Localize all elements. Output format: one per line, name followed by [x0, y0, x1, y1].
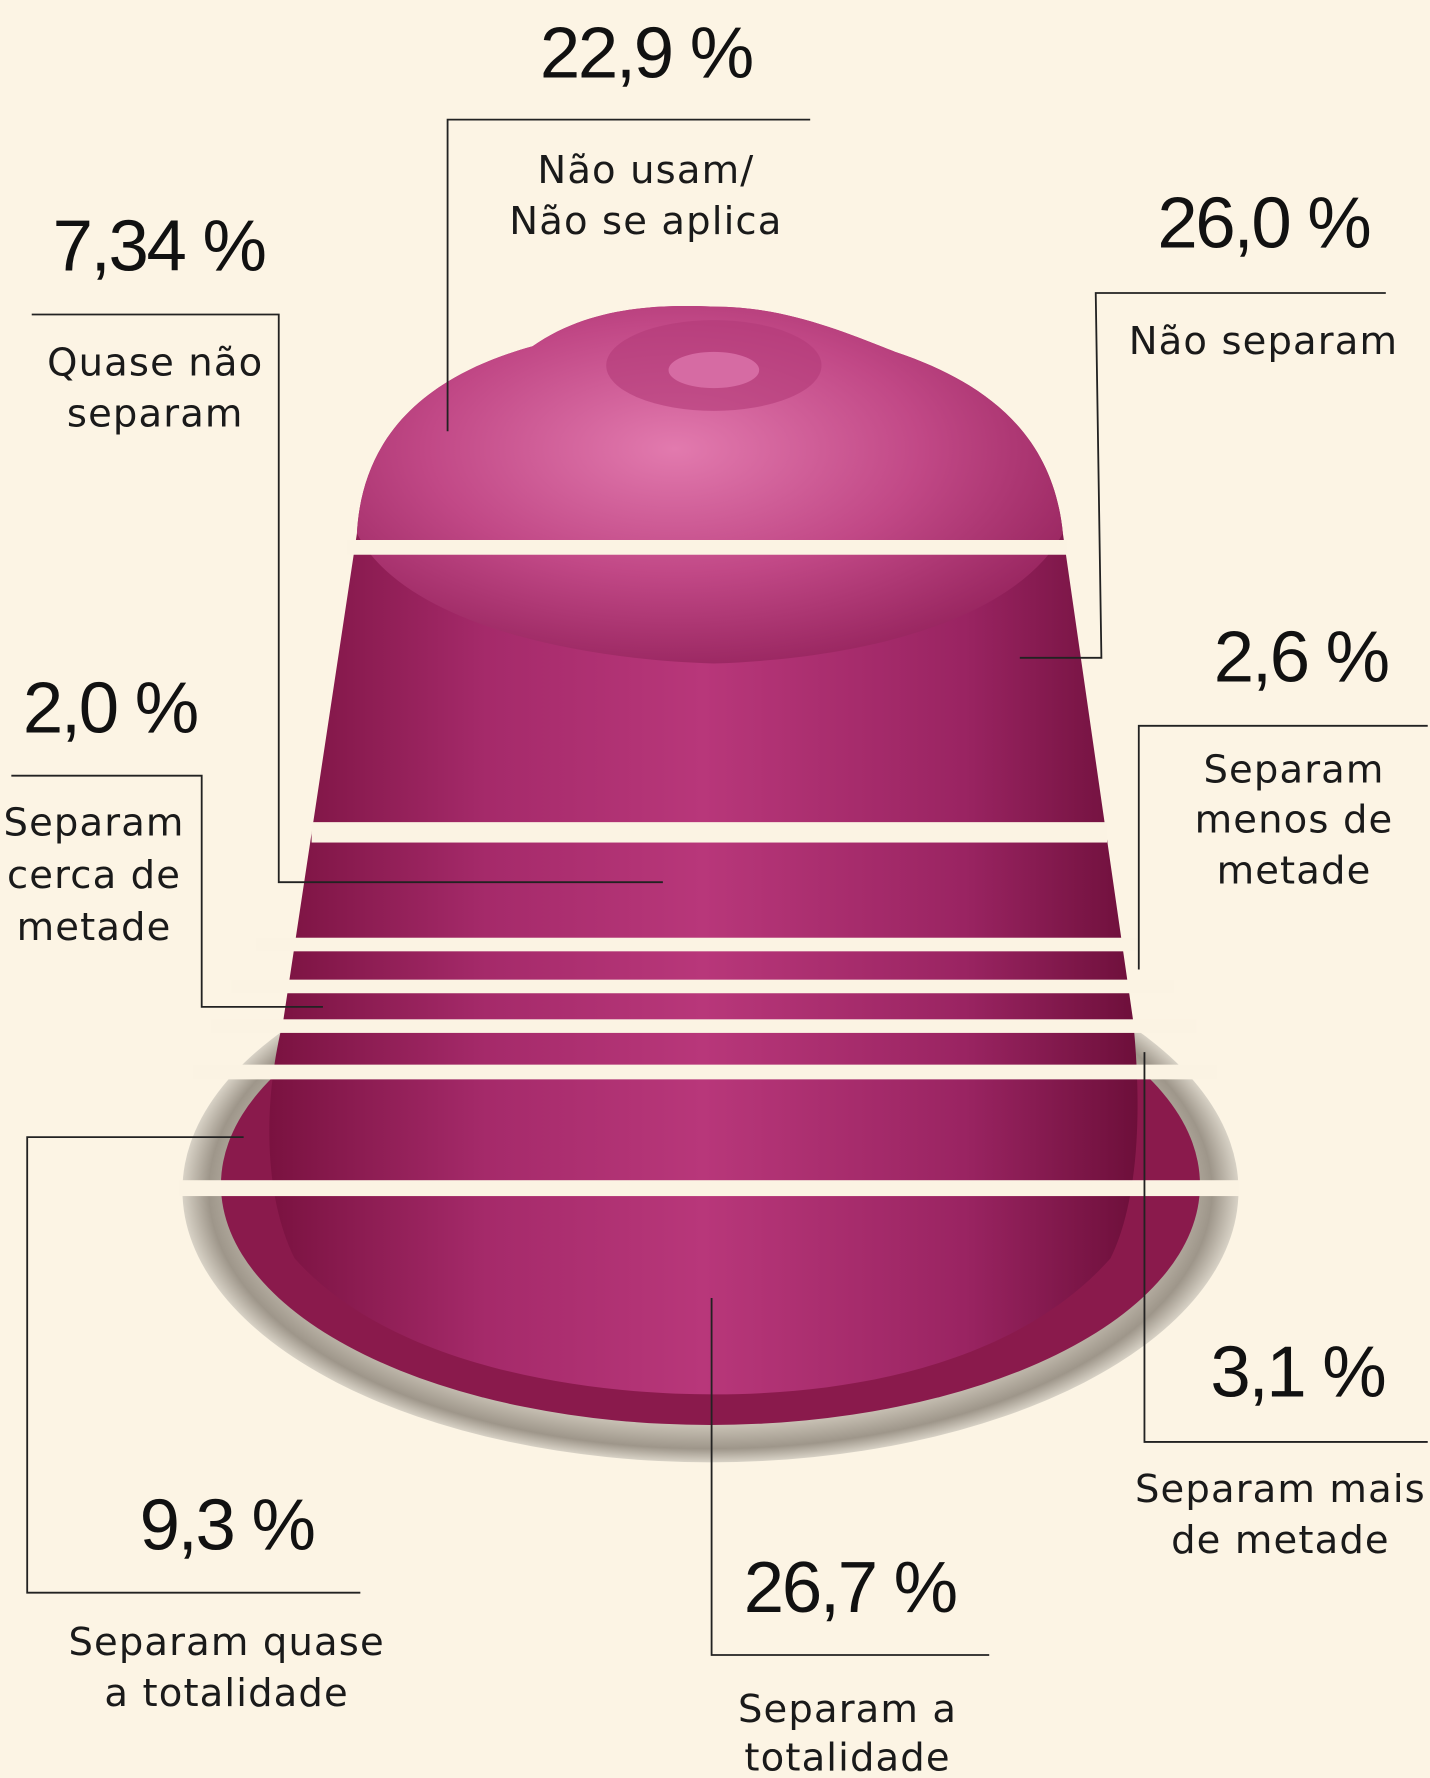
label: metade [1217, 848, 1372, 893]
label: Separam mais [1135, 1467, 1426, 1512]
percentage: 7,34 % [53, 205, 265, 286]
percentage: 2,0 % [23, 668, 197, 749]
percentage: 22,9 % [540, 13, 752, 94]
label: Não separam [1129, 319, 1398, 364]
percentage: 9,3 % [140, 1485, 314, 1566]
label: separam [67, 392, 244, 437]
percentage: 2,6 % [1214, 617, 1388, 698]
stripe [312, 822, 1107, 842]
label: Não usam/ [537, 148, 754, 193]
label: Separam a [738, 1687, 957, 1732]
label: Separam [4, 801, 185, 846]
stripe [179, 1180, 1240, 1196]
percentage: 26,7 % [744, 1547, 956, 1628]
label: menos de [1195, 797, 1394, 842]
stripe [211, 1019, 1197, 1033]
label: a totalidade [104, 1671, 348, 1716]
percentage: 3,1 % [1210, 1332, 1384, 1413]
stripe [193, 1065, 1217, 1080]
infographic: 22,9 % Não usam/ Não se aplica 7,34 % Qu… [0, 0, 1430, 1778]
label: de metade [1171, 1518, 1390, 1563]
label: Separam [1203, 747, 1384, 792]
label: Quase não [47, 341, 263, 386]
label: cerca de [7, 853, 181, 898]
stripe [347, 540, 1068, 555]
stripe [231, 980, 1174, 994]
page: 22,9 % Não usam/ Não se aplica 7,34 % Qu… [0, 0, 1430, 1778]
label: Separam quase [68, 1620, 384, 1665]
stripe [256, 938, 1138, 952]
percentage: 26,0 % [1157, 183, 1369, 264]
label: metade [17, 905, 172, 950]
label: totalidade [744, 1736, 950, 1778]
label: Não se aplica [509, 199, 782, 244]
